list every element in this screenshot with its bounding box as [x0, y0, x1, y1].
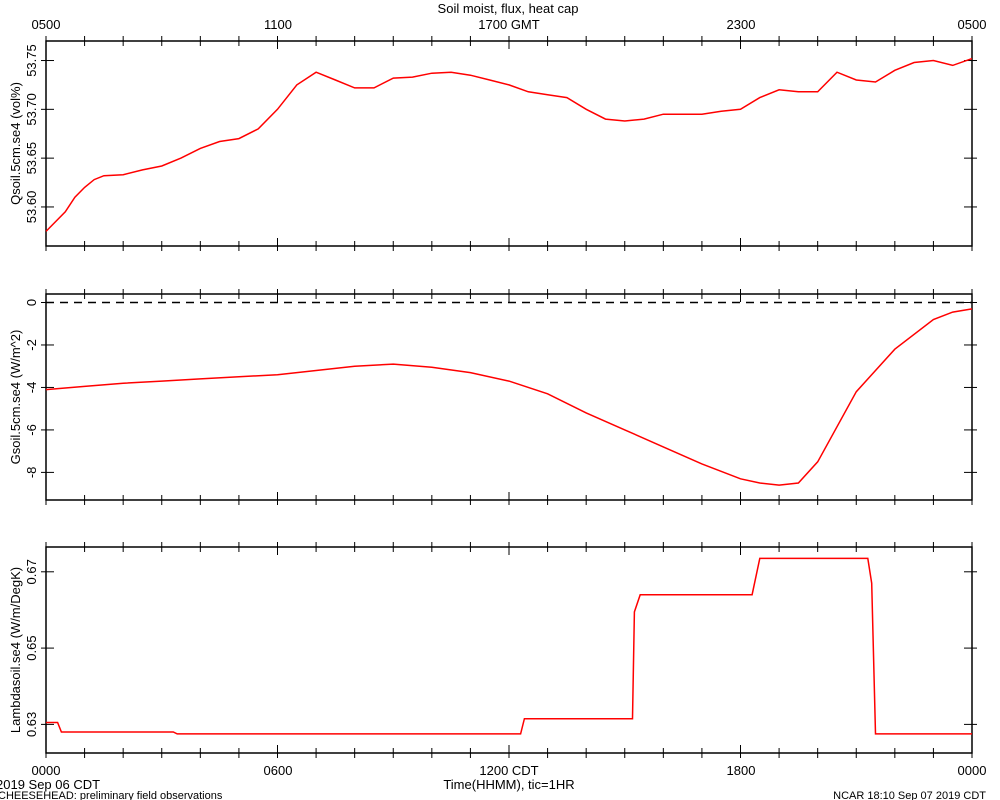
plot-frame — [45, 293, 973, 501]
chart-title: Soil moist, flux, heat cap — [438, 1, 579, 16]
top-tick-label-4: 0500 — [958, 17, 987, 32]
y-tick-label: 0.67 — [24, 559, 39, 584]
date-label: 2019 Sep 06 CDT — [0, 777, 100, 792]
footer-left: CHEESEHEAD: preliminary field observatio… — [0, 790, 223, 800]
data-series-line — [45, 308, 973, 486]
footer-right: NCAR 18:10 Sep 07 2019 CDT — [833, 790, 986, 800]
y-tick-label: 0 — [24, 299, 39, 306]
data-series-line — [46, 557, 972, 735]
top-tick-label-1: 1100 — [264, 17, 292, 32]
top-tick-label-3: 2300 — [727, 17, 756, 32]
y-tick-label: -2 — [24, 339, 39, 351]
bottom-tick-label-4: 0000 — [958, 763, 987, 778]
y-tick-label: -8 — [24, 467, 39, 479]
bottom-tick-label-3: 1800 — [727, 763, 756, 778]
y-axis-label: Qsoil.5cm.se4 (vol%) — [8, 82, 23, 205]
bottom-tick-label-2: 1200 CDT — [479, 763, 538, 778]
top-tick-label-0: 0500 — [32, 17, 61, 32]
top-axis-tick-labels: 0500 1100 1700 GMT 2300 0500 — [32, 17, 987, 32]
x-axis-label: Time(HHMM), tic=1HR — [443, 777, 574, 792]
bottom-tick-label-0: 0000 — [32, 763, 61, 778]
y-tick-label: 53.60 — [24, 191, 39, 224]
plot-frame — [45, 546, 973, 754]
data-series-line — [45, 57, 973, 232]
y-tick-label: 53.65 — [24, 142, 39, 175]
y-tick-label: 53.75 — [24, 44, 39, 77]
bottom-axis-tick-labels: 0000 0600 1200 CDT 1800 0000 — [32, 763, 987, 778]
top-tick-label-2: 1700 GMT — [478, 17, 539, 32]
y-axis-label: Lambdasoil.se4 (W/m/DegK) — [8, 567, 23, 733]
y-tick-label: 53.70 — [24, 93, 39, 126]
y-tick-label: -4 — [24, 382, 39, 394]
y-tick-label: 0.63 — [24, 712, 39, 737]
bottom-tick-label-1: 0600 — [264, 763, 293, 778]
y-tick-label: -6 — [24, 424, 39, 436]
plot-frame — [45, 40, 973, 247]
y-tick-label: 0.65 — [24, 635, 39, 660]
y-axis-label: Gsoil.5cm.se4 (W/m^2) — [8, 330, 23, 465]
